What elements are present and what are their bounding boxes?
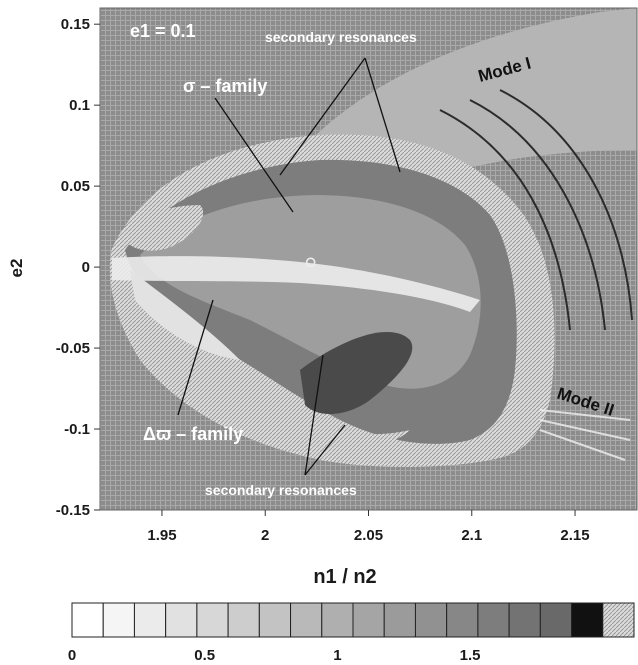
parameter-label: e1 = 0.1 — [130, 21, 196, 41]
y-axis-ticks: 0.15 0.1 0.05 0 -0.05 -0.1 -0.15 — [56, 16, 100, 519]
bright-band — [112, 256, 480, 312]
colorbar-cell — [133, 602, 167, 638]
x-axis-ticks: 1.95 2 2.05 2.1 2.15 — [147, 510, 590, 544]
y-axis-title: e2 — [7, 259, 26, 278]
x-tick-label: 2 — [261, 527, 269, 544]
x-tick-label: 2.1 — [461, 527, 482, 544]
annotation-pointers — [177, 57, 401, 476]
x-tick-label: 1.95 — [147, 527, 176, 544]
mode-1-arcs — [439, 89, 633, 331]
secondary-resonances-bottom-label: secondary resonances — [205, 482, 357, 498]
colorbar-cell — [539, 602, 573, 638]
colorbar-cell — [290, 602, 323, 638]
y-tick-label: -0.1 — [64, 421, 90, 438]
y-tick-label: -0.05 — [56, 340, 90, 357]
hatched-lower-crescent — [220, 380, 410, 450]
x-axis-title: n1 / n2 — [313, 566, 376, 588]
lower-island — [300, 331, 413, 415]
colorbar-cell — [383, 602, 416, 638]
colorbar-cell — [71, 602, 104, 638]
colorbar — [71, 602, 635, 638]
colorbar-tick-label: 1 — [333, 647, 341, 664]
colorbar-tick-label: 0.5 — [194, 647, 215, 664]
light-region — [130, 270, 240, 360]
colorbar-cell — [571, 602, 604, 638]
plot-area — [100, 8, 637, 510]
y-tick-label: 0.05 — [61, 178, 90, 195]
colorbar-cell — [196, 602, 229, 638]
colorbar-cell — [508, 602, 541, 638]
center-point-marker — [305, 257, 316, 268]
colorbar-cell — [352, 602, 385, 638]
x-tick-label: 2.05 — [354, 527, 383, 544]
y-tick-label: 0.1 — [69, 97, 90, 114]
sigma-family-label: σ – family — [183, 76, 267, 96]
hatched-island-left — [120, 205, 204, 251]
colorbar-cell — [227, 602, 260, 638]
delta-varpi-family-label: Δϖ – family — [143, 424, 243, 444]
colorbar-cell — [102, 602, 135, 638]
x-tick-label: 2.15 — [560, 527, 589, 544]
colorbar-cell — [477, 602, 510, 638]
mode-2-streaks — [539, 409, 631, 461]
y-tick-label: 0.15 — [61, 16, 90, 33]
colorbar-cell — [321, 602, 354, 638]
colorbar-cell — [258, 602, 292, 638]
colorbar-cell — [414, 602, 448, 638]
colorbar-cell — [446, 602, 479, 638]
colorbar-cell — [602, 602, 635, 638]
y-tick-label: -0.15 — [56, 502, 90, 519]
colorbar-tick-label: 0 — [68, 647, 76, 664]
colorbar-tick-label: 1.5 — [460, 647, 481, 664]
colorbar-cell — [165, 602, 198, 638]
secondary-resonances-top-label: secondary resonances — [265, 29, 417, 45]
y-tick-label: 0 — [82, 259, 90, 276]
colorbar-ticks: 0 0.5 1 1.5 — [68, 647, 481, 664]
